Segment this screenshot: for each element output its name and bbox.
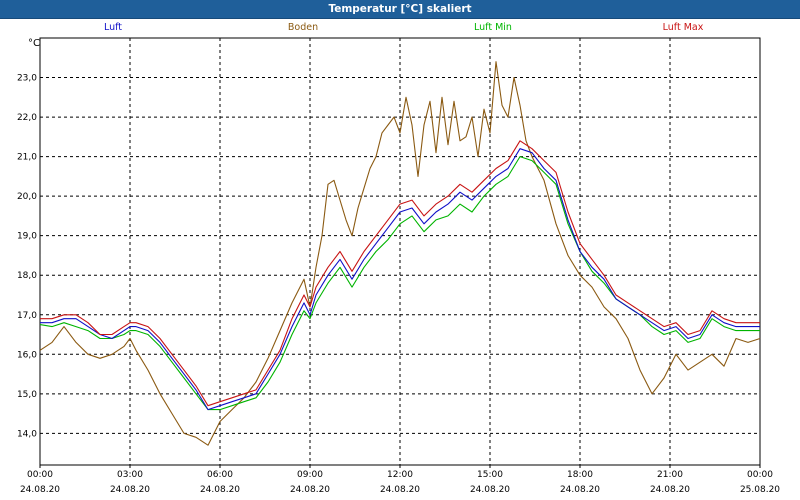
- y-tick-label: 19,0: [17, 232, 37, 242]
- legend-luft-min: Luft Min: [474, 22, 512, 38]
- x-tick-time: 21:00: [657, 470, 683, 480]
- y-tick-label: 23,0: [17, 74, 37, 84]
- x-tick-date: 24.08.20: [200, 485, 240, 495]
- legend-luft: Luft: [104, 22, 122, 38]
- y-tick-label: 18,0: [17, 271, 37, 281]
- x-tick-date: 25.08.20: [740, 485, 780, 495]
- x-tick-time: 15:00: [477, 470, 503, 480]
- x-tick-date: 24.08.20: [20, 485, 60, 495]
- y-tick-label: 21,0: [17, 153, 37, 163]
- x-tick-time: 18:00: [567, 470, 593, 480]
- x-tick-date: 24.08.20: [650, 485, 690, 495]
- x-tick-date: 24.08.20: [290, 485, 330, 495]
- legend-label-luft: Luft: [103, 22, 123, 33]
- legend-label-luft-min: Luft Min: [474, 22, 512, 33]
- legend-boden: Boden: [288, 22, 318, 38]
- y-tick-label: 16,0: [17, 350, 37, 360]
- y-tick-label: 14,0: [17, 429, 37, 439]
- chart-title: Temperatur [°C] skaliert: [328, 3, 472, 15]
- y-tick-label: 17,0: [17, 311, 37, 321]
- x-tick-time: 09:00: [297, 470, 323, 480]
- x-tick-time: 00:00: [27, 470, 53, 480]
- x-tick-time: 03:00: [117, 470, 143, 480]
- legend-label-luft-max: Luft Max: [662, 22, 704, 33]
- y-tick-label: 20,0: [17, 192, 37, 202]
- x-tick-time: 12:00: [387, 470, 413, 480]
- x-tick-date: 24.08.20: [380, 485, 420, 495]
- y-tick-label: 22,0: [17, 113, 37, 123]
- x-tick-date: 24.08.20: [560, 485, 600, 495]
- plot-frame: [39, 37, 761, 466]
- legend-luft-max: Luft Max: [663, 22, 704, 38]
- chart-title-bar: Temperatur [°C] skaliert: [0, 0, 800, 19]
- y-tick-label: 15,0: [17, 390, 37, 400]
- series-line-luft: [40, 148, 760, 411]
- series-line-luft-max: [40, 140, 760, 407]
- y-axis-unit: °C: [28, 38, 40, 49]
- legend-label-boden: Boden: [287, 22, 319, 33]
- x-tick-date: 24.08.20: [110, 485, 150, 495]
- x-tick-time: 06:00: [207, 470, 233, 480]
- series-line-boden: [39, 61, 761, 446]
- x-tick-time: 00:00: [747, 470, 773, 480]
- x-tick-date: 24.08.20: [470, 485, 510, 495]
